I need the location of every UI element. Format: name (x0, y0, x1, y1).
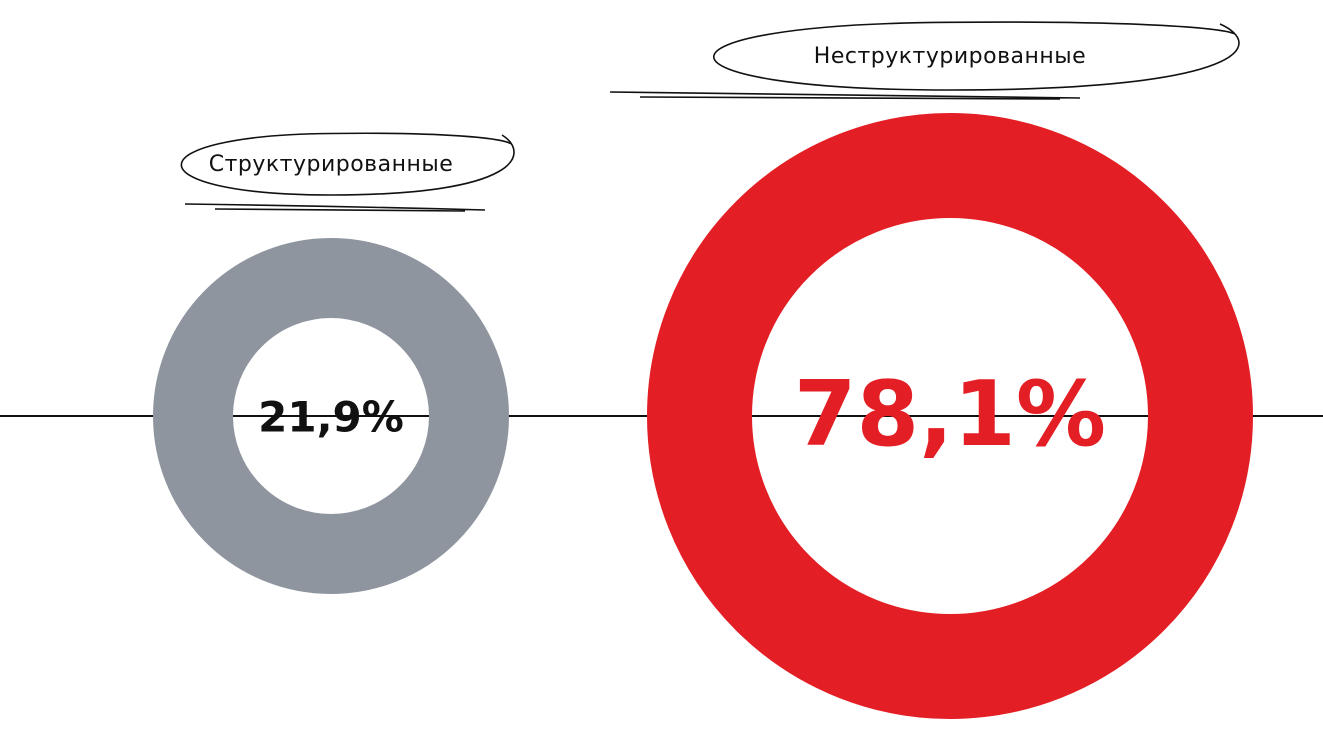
category-label: Структурированные (209, 152, 454, 177)
category-label: Неструктурированные (814, 44, 1086, 69)
label-underline (184, 203, 486, 212)
label-ellipse (180, 132, 515, 196)
label-ellipse (713, 21, 1240, 91)
ring (153, 238, 509, 594)
value-label: 78,1% (794, 362, 1106, 467)
ring (647, 113, 1253, 719)
value-label: 21,9% (258, 393, 404, 442)
label-underline (609, 91, 1081, 100)
